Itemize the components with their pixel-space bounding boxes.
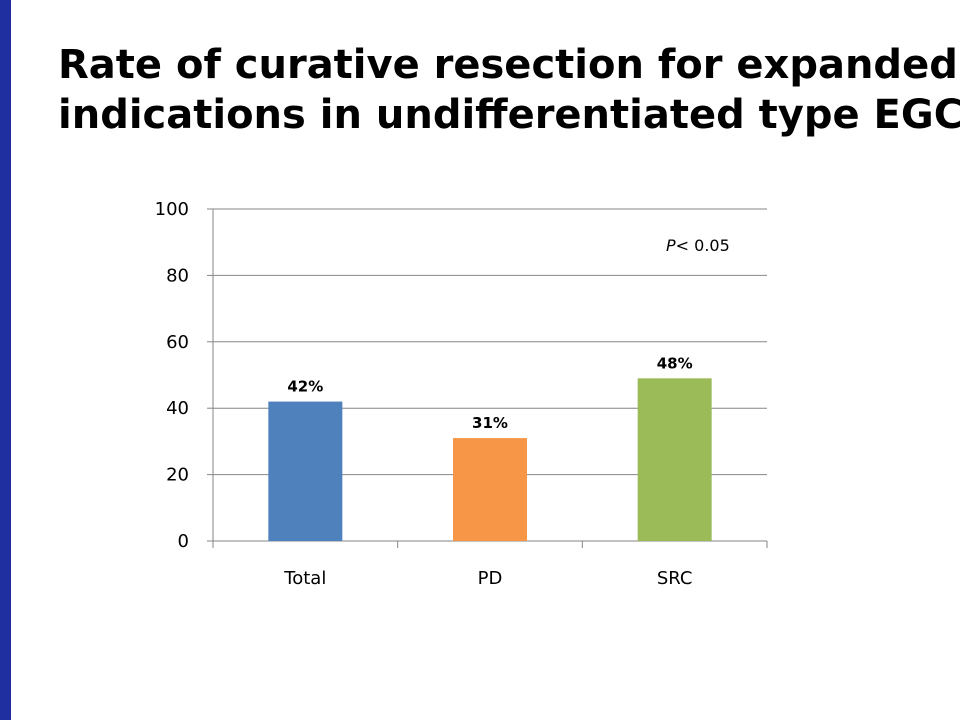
x-tick-label-src: SRC (657, 568, 693, 589)
y-tick-label: 0 (178, 531, 189, 552)
slide-title-line-1: Rate of curative resection for expanded (58, 42, 958, 88)
x-tick-label-total: Total (283, 568, 326, 589)
y-tick-label: 60 (166, 332, 189, 353)
p-value-annotation: P< 0.05 (666, 236, 730, 255)
y-tick-label: 100 (155, 199, 189, 220)
data-label-total: 42% (287, 378, 323, 396)
slide-title: Rate of curative resection for expanded … (58, 40, 960, 140)
bar-pd (453, 438, 527, 541)
y-tick-label: 20 (166, 465, 189, 486)
bar-src (637, 378, 712, 541)
data-label-pd: 31% (472, 414, 508, 432)
x-tick-label-pd: PD (478, 568, 503, 589)
y-tick-label: 40 (166, 398, 189, 419)
bar-total (268, 401, 343, 541)
bars (268, 378, 712, 541)
y-tick-label: 80 (166, 265, 189, 286)
labels: 0 20 40 60 80 100 42% Total 31% PD 48% SRC (155, 199, 693, 589)
slide-accent-bar (0, 0, 11, 720)
p-value-italic: P (666, 236, 676, 255)
slide-title-line-2: indications in undifferentiated type EGC… (58, 92, 960, 138)
p-value-text: < 0.05 (676, 236, 730, 255)
data-label-src: 48% (657, 354, 693, 372)
